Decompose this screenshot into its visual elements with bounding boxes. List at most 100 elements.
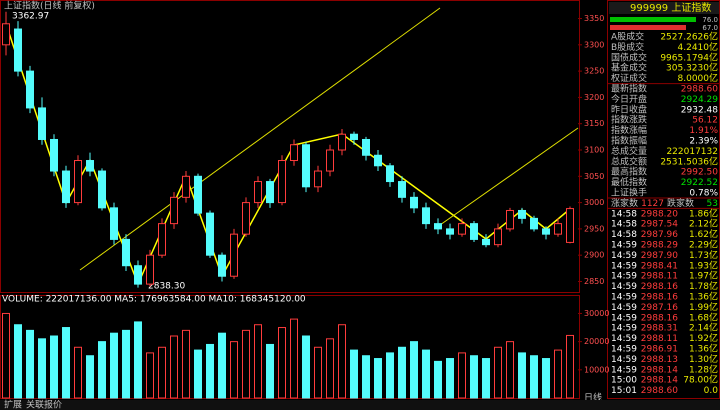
candle-body: [86, 160, 94, 172]
stat-label: 国债成交: [611, 51, 647, 63]
candle-body: [362, 138, 370, 156]
stat-label: 指数振幅: [611, 135, 647, 147]
candle-body: [266, 181, 274, 204]
candle-body: [182, 175, 190, 198]
candle-body: [494, 228, 502, 246]
tick-price: 2988.60: [641, 386, 678, 396]
candle-body: [50, 138, 58, 172]
volume-bar: [254, 324, 262, 399]
candle-body: [206, 212, 214, 256]
candle-body: [566, 208, 574, 243]
tick-price: 2988.20: [641, 209, 678, 219]
candle-body: [374, 154, 382, 167]
stat-value: 2988.60: [681, 85, 718, 95]
candle-body: [254, 181, 262, 204]
volume-bar: [230, 341, 238, 399]
candle-body: [158, 223, 166, 256]
tick-time: 15:00: [611, 376, 637, 386]
stat-value: 305.3230亿: [666, 62, 718, 74]
stat-label: 总成交量: [611, 145, 647, 157]
stat-value: 2924.29: [681, 95, 718, 105]
tick-volume: 0.0: [704, 386, 719, 396]
volume-bar: [410, 341, 418, 399]
tick-volume: 1.78亿: [689, 280, 718, 292]
stat-label: 昨日收盘: [611, 103, 647, 115]
volume-bar: [122, 329, 130, 399]
stat-label: 权证成交: [611, 72, 647, 84]
stat-label: 最低指数: [611, 176, 647, 188]
volume-bar: [446, 358, 454, 399]
candle-body: [74, 160, 82, 204]
tick-price: 2988.11: [641, 272, 678, 282]
bar-label: 67.0: [702, 24, 718, 32]
candle-body: [446, 228, 454, 235]
volume-bar: [494, 346, 502, 399]
tick-volume: 1.97亿: [689, 270, 718, 282]
tick-time: 14:59: [611, 355, 637, 365]
candle-body: [170, 196, 178, 225]
high-label: 3362.97: [12, 12, 49, 22]
volume-bar: [38, 338, 46, 399]
tick-volume: 2.14亿: [689, 322, 718, 334]
stat-label: 指数涨跌: [611, 114, 647, 126]
y-tick-label: 30000: [584, 309, 609, 318]
candle-body: [326, 149, 334, 172]
tick-price: 2988.13: [641, 355, 678, 365]
volume-bar: [470, 355, 478, 399]
volume-bar: [86, 355, 94, 399]
tick-price: 2987.90: [641, 251, 678, 261]
volume-bar: [194, 349, 202, 399]
tab[interactable]: 关联报价: [26, 399, 62, 410]
stat-value: 0.78%: [689, 189, 718, 199]
volume-bar: [158, 346, 166, 399]
bar-label: 76.0: [702, 16, 718, 24]
tick-price: 2988.14: [641, 376, 678, 386]
y-tick-label: 3350: [584, 14, 604, 23]
volume-bar: [50, 335, 58, 399]
y-tick-label: 3300: [584, 40, 604, 49]
stat-label: A股成交: [611, 31, 644, 43]
tick-price: 2988.16: [641, 293, 678, 303]
volume-bar: [278, 327, 286, 399]
candle-body: [146, 254, 154, 285]
candle-body: [14, 28, 22, 72]
tick-volume: 1.62亿: [689, 228, 718, 240]
tick-time: 14:58: [611, 220, 637, 230]
volume-bar: [422, 349, 430, 399]
candle-body: [302, 144, 310, 188]
candle-body: [542, 228, 550, 235]
stat-label: 指数涨幅: [611, 124, 647, 136]
tab[interactable]: 扩展: [4, 399, 22, 410]
candle-body: [134, 265, 142, 285]
candle-body: [278, 160, 286, 204]
volume-bar: [326, 338, 334, 399]
tick-time: 14:59: [611, 282, 637, 292]
y-tick-label: 2850: [584, 277, 604, 286]
tick-price: 2986.91: [641, 345, 678, 355]
volume-bar: [374, 358, 382, 399]
tick-price: 2988.11: [641, 334, 678, 344]
tick-price: 2987.96: [641, 230, 678, 240]
candle-body: [38, 107, 46, 140]
stat-label: 上证换手: [611, 187, 647, 199]
stat-value: 2922.52: [681, 178, 718, 188]
candle-body: [458, 223, 466, 235]
candle-body: [314, 170, 322, 188]
tick-time: 14:59: [611, 303, 637, 313]
candle-body: [422, 207, 430, 225]
volume-bar: [314, 346, 322, 399]
stat-label: 最高指数: [611, 166, 647, 178]
stat-value: 4.2410亿: [678, 41, 719, 53]
stat-label: B股成交: [611, 41, 644, 53]
y-tick-label: 10000: [584, 365, 609, 374]
stat-value: 2932.48: [681, 105, 718, 115]
candle-body: [242, 202, 250, 235]
quote-title-bar: [609, 2, 719, 14]
stat-label: 今日开盘: [611, 93, 647, 105]
trend-line: [79, 7, 441, 271]
volume-bar: [482, 358, 490, 399]
tick-volume: 2.12亿: [689, 218, 718, 230]
tick-time: 14:59: [611, 261, 637, 271]
tick-time: 14:59: [611, 334, 637, 344]
tick-time: 15:01: [611, 386, 637, 396]
